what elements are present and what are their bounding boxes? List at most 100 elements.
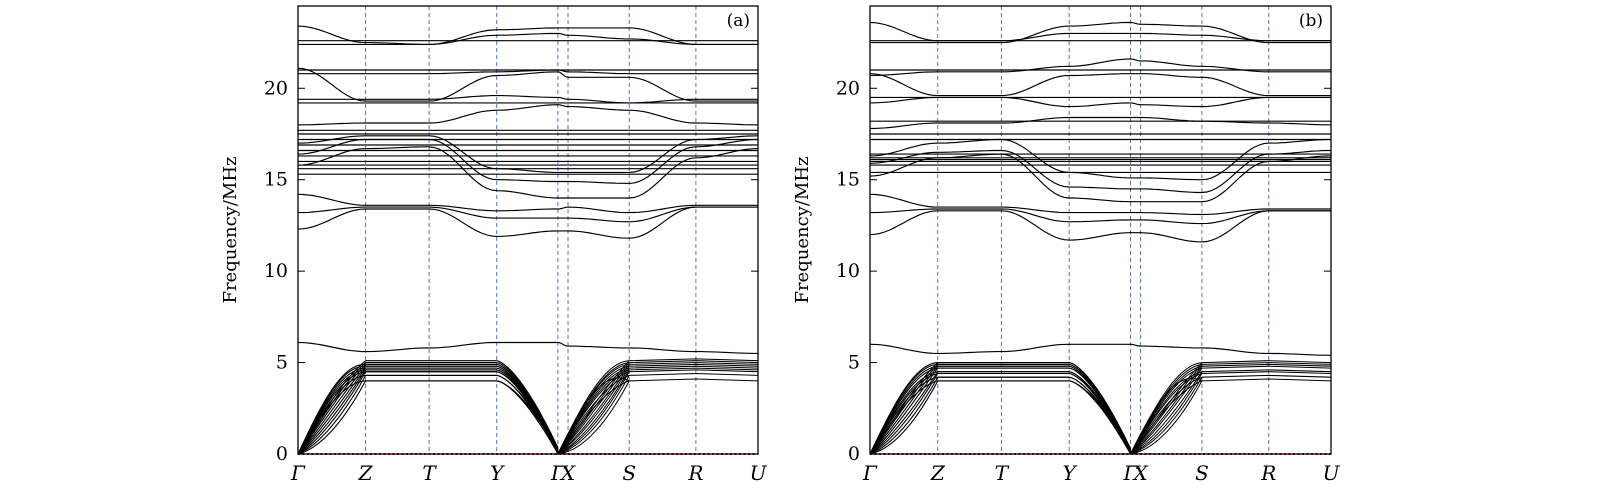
panel-a-y-tick-label: 0: [276, 443, 288, 465]
panel-b-acoustic-band: [869, 365, 1070, 455]
panel-b-kpoint-label: Γ: [1123, 461, 1139, 485]
panel-a-kpoint-label: S: [622, 461, 636, 485]
panel-a-acoustic-band: [496, 374, 559, 454]
panel-a-kpoint-label: X: [559, 461, 576, 485]
panel-a-y-tick-label: 20: [264, 77, 288, 99]
panel-a-acoustic-band: [629, 358, 759, 362]
panel-a-acoustic-band: [297, 371, 497, 455]
panel-b-optical-band: [869, 73, 1331, 97]
panel-a-acoustic-band: [629, 365, 759, 369]
panel-a-acoustic-band: [496, 367, 559, 453]
panel-b-acoustic-band: [1069, 380, 1131, 455]
panel-b-acoustic-band: [1130, 377, 1203, 455]
panel-b-acoustic-band: [1130, 365, 1203, 455]
panel-b-acoustic-band: [1130, 376, 1203, 455]
panel-a-kpoint-label: R: [687, 461, 703, 485]
panel-a-optical-band: [297, 193, 758, 214]
panel-a-kpoint-label: Γ: [550, 461, 566, 485]
panel-a-acoustic-band: [557, 364, 630, 455]
panel-a-acoustic-band: [557, 380, 630, 455]
panel-a-acoustic-band: [496, 374, 559, 451]
panel-b-acoustic-band: [869, 372, 1070, 455]
panel-b-acoustic-band: [1069, 362, 1131, 449]
panel-b-kpoint-label: Γ: [862, 461, 878, 485]
panel-a-acoustic-band: [496, 360, 559, 449]
panel-a-optical-band: [298, 95, 758, 104]
panel-b-kpoint-label: R: [1260, 461, 1276, 485]
panel-b-kpoint-label: T: [995, 461, 1010, 485]
panel-a-optical-band: [297, 25, 758, 45]
panel-b-acoustic-band: [1130, 380, 1203, 455]
panel-b-y-tick-label: 10: [836, 260, 860, 282]
panel-a-acoustic-band: [557, 369, 630, 455]
panel-a-acoustic-band: [629, 360, 759, 364]
panel-a-acoustic-band: [297, 369, 497, 455]
panel-a-acoustic-band: [557, 371, 630, 455]
panel-b-acoustic-band: [1130, 376, 1203, 455]
panel-b-acoustic-band: [1130, 373, 1203, 455]
panel-b-acoustic-band: [869, 380, 1070, 455]
panel-b-acoustic-band: [1069, 371, 1131, 454]
panel-b-acoustic-band: [1201, 365, 1332, 369]
panel-b-acoustic-band: [869, 376, 1070, 455]
panel-a-frame: [297, 5, 759, 455]
panel-a-panel-label: (a): [727, 11, 750, 31]
panel-a-optical-band: [297, 67, 758, 102]
panel-a-acoustic-band: [297, 363, 497, 455]
panel-b-acoustic-band: [1069, 376, 1131, 454]
panel-b-acoustic-band: [1201, 369, 1332, 373]
panel-b-optical-band: [869, 21, 1331, 42]
panel-a-acoustic-band: [297, 367, 497, 455]
panel-b-acoustic-band: [869, 362, 1070, 455]
panel-b-y-tick-label: 5: [848, 352, 860, 374]
panel-a-acoustic-band: [557, 377, 630, 455]
panel-a-acoustic-band: [297, 374, 497, 455]
panel-b-kpoint-label: S: [1195, 461, 1209, 485]
panel-a-acoustic-band: [297, 380, 497, 455]
panel-a-acoustic-band: [629, 369, 759, 373]
panel-b-acoustic-band: [1069, 365, 1131, 453]
panel-a-y-tick-label: 5: [276, 352, 288, 374]
panel-b-optical-band: [870, 21, 1331, 44]
panel-a-acoustic-band: [496, 369, 559, 454]
panel-a-kpoint-label: U: [750, 461, 768, 485]
panel-b-acoustic-band: [1130, 367, 1203, 455]
panel-a-acoustic-band: [557, 375, 630, 455]
panel-a-acoustic-band: [629, 367, 759, 371]
panel-b-kpoint-label: U: [1323, 461, 1341, 485]
panel-a-acoustic-band: [496, 380, 559, 448]
panel-b-panel-label: (b): [1299, 11, 1323, 31]
panel-b-acoustic-top-band: [869, 343, 1332, 356]
panel-b-acoustic-band: [1069, 376, 1131, 451]
panel-a-acoustic-band: [496, 365, 559, 453]
panel-b-y-tick-label: 0: [848, 443, 860, 465]
panel-b-acoustic-band: [1201, 378, 1332, 382]
panel-a-acoustic-band: [557, 380, 630, 455]
panel-b-acoustic-band: [1069, 380, 1131, 452]
panel-b-acoustic-band: [1130, 380, 1203, 455]
panel-a-y-tick-label: 15: [264, 169, 288, 191]
panel-b-acoustic-band: [1201, 371, 1332, 375]
panel-b-kpoint-label: Y: [1063, 461, 1078, 485]
panel-a-acoustic-band: [297, 374, 497, 455]
panel-b-acoustic-band: [1069, 367, 1131, 453]
panel-b-acoustic-band: [869, 363, 1070, 455]
panel-b-acoustic-band: [869, 363, 1070, 455]
panel-b-optical-band: [869, 96, 1331, 108]
panel-b-y-axis-title: Frequency/MHz: [792, 156, 813, 303]
panel-a-optical-band: [297, 206, 758, 239]
panel-b-acoustic-band: [869, 371, 1070, 455]
panel-b-acoustic-band: [1201, 374, 1332, 378]
panel-a-acoustic-band: [629, 372, 759, 376]
panel-a-acoustic-band: [557, 374, 630, 455]
panel-a-optical-band: [297, 138, 759, 184]
panel-a-kpoint-label: Z: [358, 461, 374, 485]
panel-a-kpoint-label: Y: [490, 461, 505, 485]
panel-b-y-tick-label: 15: [836, 169, 860, 191]
panel-a-kpoint-label: Γ: [290, 461, 306, 485]
panel-a-optical-band: [298, 69, 758, 75]
panel-b-acoustic-band: [1201, 362, 1332, 365]
